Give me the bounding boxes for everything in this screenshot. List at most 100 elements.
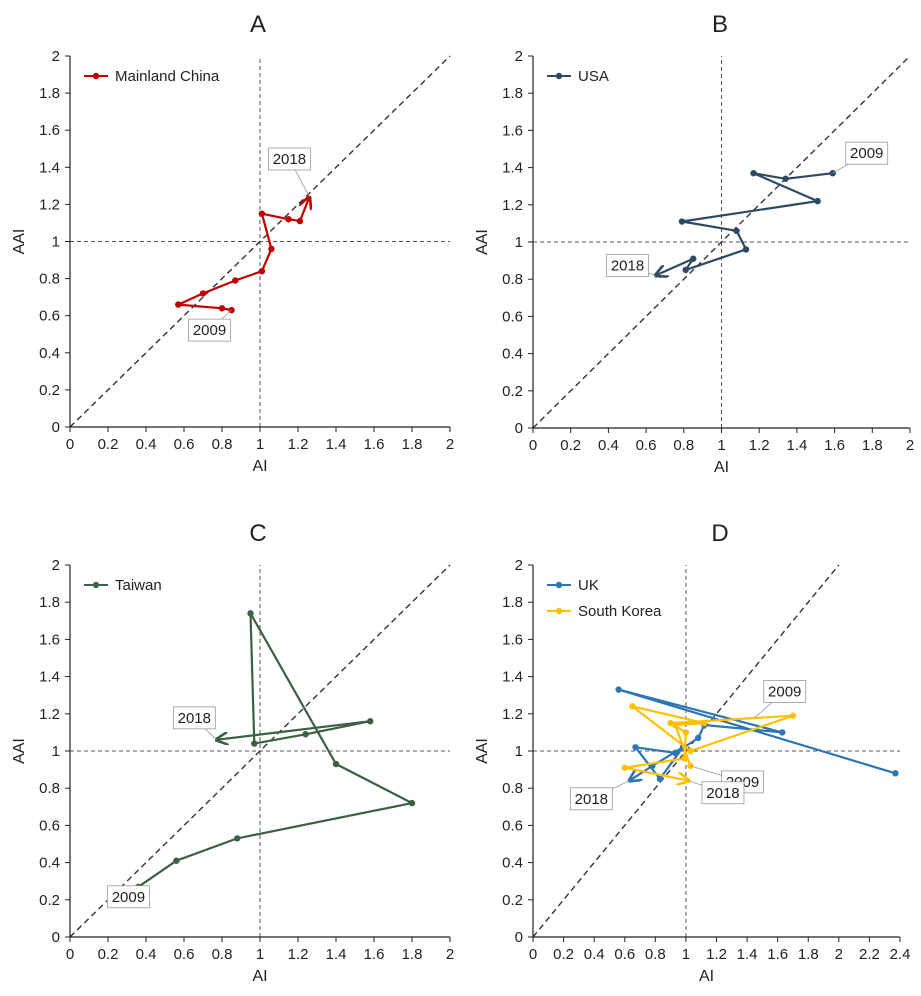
x-tick-label: 1.4 bbox=[326, 946, 347, 963]
y-tick-label: 1.8 bbox=[502, 85, 523, 102]
data-point bbox=[258, 267, 266, 275]
y-tick-label: 0 bbox=[515, 929, 523, 946]
x-axis-label: AI bbox=[252, 968, 267, 985]
callout-label: 2009 bbox=[768, 684, 801, 701]
y-tick-label: 0 bbox=[515, 420, 523, 437]
x-tick-label: 0.2 bbox=[98, 946, 119, 963]
y-tick-label: 1.4 bbox=[39, 669, 60, 686]
y-tick-label: 1.6 bbox=[39, 631, 60, 648]
x-tick-label: 0.8 bbox=[645, 946, 666, 963]
callout-label: 2018 bbox=[706, 785, 739, 802]
x-tick-label: 0.4 bbox=[584, 946, 605, 963]
legend-entry: Mainland China bbox=[115, 68, 220, 85]
data-point bbox=[789, 712, 797, 719]
panel-C: C 0 0.2 0.4 0.6 0.8 1 1.2 1.4 1.6 1.8 2 0 0.2 0.4 0.6 0.… bbox=[11, 520, 454, 985]
x-tick-label: 0.6 bbox=[174, 436, 195, 453]
y-tick-label: 0.6 bbox=[39, 308, 60, 325]
data-point bbox=[682, 729, 690, 736]
y-tick-label: 2 bbox=[52, 557, 60, 574]
data-point bbox=[258, 210, 266, 217]
series-line-mainland-china bbox=[177, 197, 309, 312]
data-point bbox=[199, 290, 207, 297]
y-tick-label: 1 bbox=[515, 234, 523, 251]
data-point bbox=[690, 255, 697, 262]
data-point bbox=[629, 703, 636, 710]
y-tick-label: 2 bbox=[515, 557, 523, 574]
x-tick-label: 0.4 bbox=[136, 946, 157, 963]
data-point bbox=[251, 740, 258, 747]
y-tick-label: 1 bbox=[515, 743, 523, 760]
y-tick-label: 1.2 bbox=[39, 196, 60, 213]
x-axis-label: AI bbox=[252, 458, 267, 475]
y-tick-label: 0 bbox=[52, 419, 60, 436]
y-tick-label: 1.2 bbox=[502, 197, 523, 214]
y-tick-label: 1.4 bbox=[39, 159, 60, 176]
legend-entry: USA bbox=[578, 68, 609, 85]
x-tick-label: 0.8 bbox=[673, 437, 694, 454]
panel-D: D 0 0.2 0.4 0.6 0.8 1 1.2 1.4 1.6 1.8 2 2.2 2.4 0 0.2 0.… bbox=[474, 520, 910, 985]
y-tick-label: 0.8 bbox=[39, 271, 60, 288]
y-tick-label: 0.2 bbox=[39, 892, 60, 909]
y-tick-label: 0.4 bbox=[39, 345, 60, 362]
data-point bbox=[779, 729, 786, 736]
legend-swatch-marker bbox=[92, 581, 100, 589]
data-point bbox=[701, 719, 708, 727]
data-point bbox=[667, 719, 674, 727]
callout-label: 2009 bbox=[850, 145, 883, 162]
x-tick-label: 1.8 bbox=[862, 437, 883, 454]
callout-box bbox=[172, 706, 216, 730]
x-tick-label: 0 bbox=[66, 946, 74, 963]
x-tick-label: 1 bbox=[717, 437, 725, 454]
x-tick-label: 0 bbox=[66, 436, 74, 453]
y-tick-label: 0.4 bbox=[502, 346, 523, 363]
x-tick-label: 1.6 bbox=[824, 437, 845, 454]
x-axis-label: AI bbox=[699, 968, 714, 985]
data-point bbox=[682, 266, 689, 274]
x-tick-label: 2 bbox=[835, 946, 843, 963]
x-tick-label: 0.6 bbox=[174, 946, 195, 963]
data-point bbox=[615, 686, 622, 693]
legend-swatch-marker bbox=[92, 72, 100, 80]
data-point bbox=[367, 718, 374, 725]
y-axis-label: AAI bbox=[11, 738, 28, 764]
x-tick-label: 2.2 bbox=[859, 946, 880, 963]
x-tick-label: 1.4 bbox=[786, 437, 807, 454]
data-point bbox=[694, 734, 702, 742]
legend-entry: South Korea bbox=[578, 603, 662, 620]
diagonal-reference-line bbox=[532, 55, 911, 429]
y-tick-label: 0.4 bbox=[502, 855, 523, 872]
x-tick-label: 1.8 bbox=[402, 436, 423, 453]
data-point bbox=[247, 610, 254, 617]
data-point bbox=[750, 169, 757, 177]
data-point bbox=[782, 175, 789, 182]
panel-title: C bbox=[249, 520, 266, 547]
data-point bbox=[632, 744, 639, 751]
legend-swatch-marker bbox=[555, 581, 563, 589]
x-tick-label: 0.2 bbox=[560, 437, 581, 454]
y-axis-label: AAI bbox=[11, 229, 28, 255]
data-point bbox=[268, 245, 275, 253]
x-tick-label: 1 bbox=[682, 946, 690, 963]
data-point bbox=[173, 857, 180, 864]
y-tick-label: 0.2 bbox=[502, 383, 523, 400]
callout-label: 2018 bbox=[273, 151, 306, 168]
data-point bbox=[681, 755, 688, 762]
panel-title: B bbox=[712, 11, 728, 38]
x-tick-label: 0 bbox=[529, 437, 537, 454]
x-axis-label: AI bbox=[714, 459, 729, 476]
x-tick-label: 1.8 bbox=[798, 946, 819, 963]
y-tick-label: 1.2 bbox=[502, 706, 523, 723]
y-tick-label: 0.6 bbox=[39, 817, 60, 834]
x-tick-label: 0.8 bbox=[212, 436, 233, 453]
series-line-uk bbox=[617, 688, 896, 781]
x-tick-label: 1.2 bbox=[706, 946, 727, 963]
callout-box bbox=[701, 781, 745, 805]
x-tick-label: 2 bbox=[446, 436, 454, 453]
x-tick-label: 0.2 bbox=[98, 436, 119, 453]
legend-swatch-marker bbox=[555, 607, 563, 615]
data-point bbox=[742, 246, 750, 253]
x-tick-label: 1.2 bbox=[288, 946, 309, 963]
data-point bbox=[814, 197, 821, 205]
x-tick-label: 1.6 bbox=[364, 436, 385, 453]
